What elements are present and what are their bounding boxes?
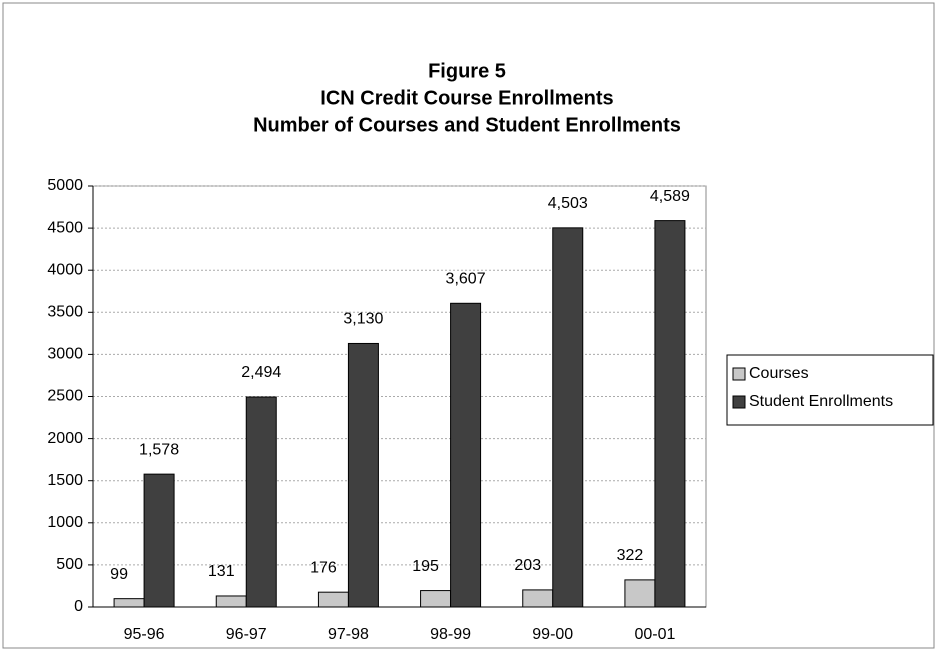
y-tick-label: 3500	[47, 304, 83, 321]
plot-area	[92, 185, 707, 608]
chart-subtitle: ICN Credit Course Enrollments	[320, 87, 613, 109]
data-label: 131	[208, 563, 235, 580]
x-tick-label: 97-98	[328, 626, 369, 643]
bar	[143, 473, 175, 608]
x-tick-label: 95-96	[124, 626, 165, 643]
legend-label: Student Enrollments	[749, 393, 893, 410]
y-tick-label: 2500	[47, 388, 83, 405]
x-tick-label: 98-99	[430, 626, 471, 643]
data-label: 195	[412, 558, 439, 575]
chart-title: Figure 5	[428, 60, 506, 82]
bar	[317, 591, 349, 608]
data-label: 4,589	[650, 188, 690, 205]
data-label: 3,130	[343, 311, 383, 328]
y-tick-label: 3000	[47, 346, 83, 363]
x-tick-label: 99-00	[532, 626, 573, 643]
bar	[450, 302, 482, 608]
bar	[215, 595, 247, 608]
bar	[624, 579, 656, 608]
data-label: 176	[310, 559, 337, 576]
legend-label: Courses	[749, 365, 809, 382]
data-label: 1,578	[139, 441, 179, 458]
y-tick-label: 5000	[47, 177, 83, 194]
bar	[245, 396, 277, 608]
x-tick-label: 96-97	[226, 626, 267, 643]
y-tick-label: 4500	[47, 219, 83, 236]
bar	[654, 220, 686, 608]
bar	[347, 342, 379, 608]
legend-swatch	[732, 367, 746, 381]
data-label: 3,607	[446, 271, 486, 288]
data-label: 203	[514, 557, 541, 574]
data-label: 99	[110, 566, 128, 583]
y-tick-label: 1000	[47, 514, 83, 531]
bar	[552, 227, 584, 608]
legend-box	[726, 354, 934, 426]
y-tick-label: 1500	[47, 472, 83, 489]
x-tick-label: 00-01	[634, 626, 675, 643]
data-label: 322	[617, 547, 644, 564]
legend-swatch	[732, 395, 746, 409]
bar	[113, 598, 145, 608]
y-tick-label: 0	[74, 598, 83, 615]
bar	[420, 590, 452, 608]
y-tick-label: 2000	[47, 430, 83, 447]
bar	[522, 589, 554, 608]
chart-subtitle: Number of Courses and Student Enrollment…	[253, 114, 681, 136]
data-label: 4,503	[548, 195, 588, 212]
y-tick-label: 4000	[47, 261, 83, 278]
data-label: 2,494	[241, 364, 281, 381]
y-tick-label: 500	[56, 556, 83, 573]
